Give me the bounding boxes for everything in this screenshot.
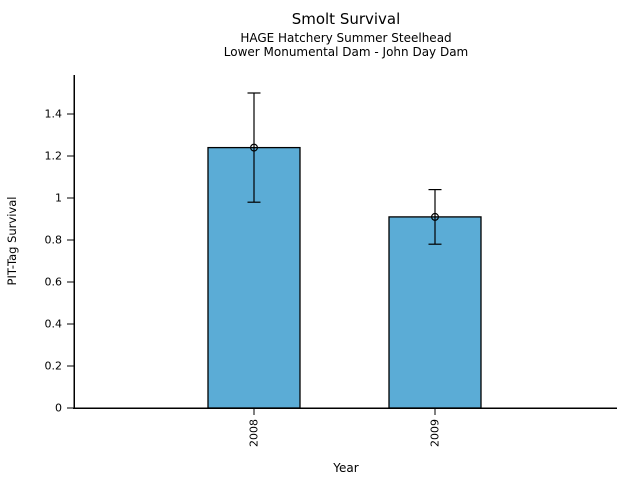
y-tick-label-0.8: 0.8 (45, 234, 63, 247)
point-marker-2009 (431, 212, 440, 221)
y-tick-label-0.6: 0.6 (45, 276, 63, 289)
x-axis-label: Year (333, 461, 359, 475)
bar-2009 (388, 216, 482, 409)
chart-title-block: Smolt Survival HAGE Hatchery Summer Stee… (75, 10, 617, 59)
y-tick-label-1.4: 1.4 (45, 108, 63, 121)
x-tick-label-2009: 2009 (429, 419, 442, 447)
point-marker-2008 (250, 143, 259, 152)
y-tick-label-1: 1 (55, 192, 62, 205)
chart-subtitle-line1: HAGE Hatchery Summer Steelhead (240, 30, 452, 45)
y-tick-label-0.4: 0.4 (45, 318, 63, 331)
y-tick-label-0: 0 (55, 402, 62, 415)
y-tick-label-1.2: 1.2 (45, 150, 63, 163)
x-tick-label-2008: 2008 (248, 419, 261, 447)
chart-title: Smolt Survival (291, 10, 401, 28)
chart-subtitle-line2: Lower Monumental Dam - John Day Dam (223, 44, 469, 59)
y-tick-label-0.2: 0.2 (45, 360, 63, 373)
